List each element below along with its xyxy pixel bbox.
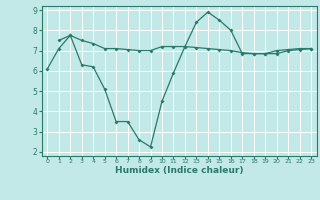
- X-axis label: Humidex (Indice chaleur): Humidex (Indice chaleur): [115, 166, 244, 175]
